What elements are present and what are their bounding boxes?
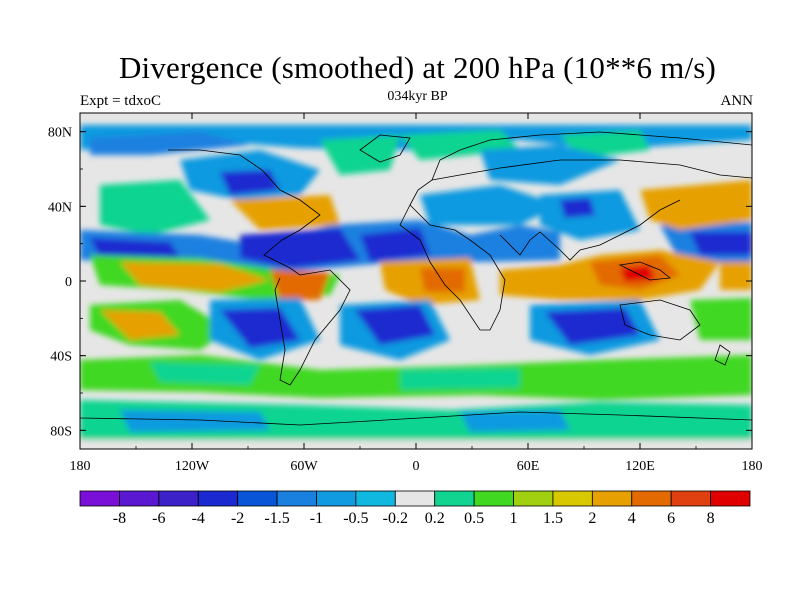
colorbar-label: -2 [231, 510, 244, 527]
period-label: 034kyr BP [387, 89, 448, 104]
y-tick-label: 40S [50, 350, 72, 365]
colorbar-label: 0.2 [425, 510, 445, 527]
colorbar-box [473, 490, 514, 507]
y-tick-label: 40N [48, 200, 72, 215]
contour-fills [80, 125, 752, 449]
axes: 80N 40N 0 40S 80S 180 120W 60W 0 60E 120E 180 [48, 113, 763, 474]
x-tick-label: 0 [413, 459, 420, 474]
colorbar-box [552, 490, 593, 507]
x-tick-label: 60E [517, 459, 540, 474]
colorbar-label: -0.2 [383, 510, 408, 527]
colorbar: -8 -6 -4 -2 -1.5 -1 -0.5 -0.2 0.2 0.5 1 1.5 2 4 6 8 [79, 490, 751, 527]
colorbar-label: -0.5 [343, 510, 368, 527]
x-tick-label: 180 [70, 459, 91, 474]
colorbar-box [631, 490, 672, 507]
colorbar-label: 0.5 [464, 510, 484, 527]
y-tick-label: 80N [48, 126, 72, 141]
experiment-label: Expt = tdxoC [80, 93, 161, 109]
x-tick-label: 180 [742, 459, 763, 474]
colorbar-box [591, 490, 633, 507]
colorbar-box [276, 490, 317, 507]
colorbar-label: 6 [667, 510, 675, 527]
map-field [80, 113, 752, 449]
colorbar-label: -6 [152, 510, 165, 527]
colorbar-label: 4 [628, 510, 636, 527]
colorbar-label: 2 [588, 510, 596, 527]
colorbar-box [513, 490, 554, 507]
colorbar-label: 1 [510, 510, 518, 527]
colorbar-box [394, 490, 436, 507]
colorbar-box [355, 490, 396, 507]
colorbar-label: -1.5 [264, 510, 289, 527]
colorbar-box [197, 490, 239, 507]
y-tick-label: 80S [50, 424, 72, 439]
colorbar-box [158, 490, 199, 507]
colorbar-label: -4 [192, 510, 205, 527]
colorbar-box [119, 490, 160, 507]
colorbar-label: -1 [310, 510, 323, 527]
colorbar-box [670, 490, 711, 507]
colorbar-box [434, 490, 475, 507]
map-title: Divergence (smoothed) at 200 hPa (10**6 … [118, 50, 717, 85]
coastlines [80, 131, 752, 426]
colorbar-box [710, 490, 751, 507]
colorbar-box [316, 490, 357, 507]
x-tick-label: 120E [625, 459, 655, 474]
colorbar-label: 1.5 [543, 510, 563, 527]
colorbar-label: -8 [113, 510, 126, 527]
colorbar-box [79, 490, 120, 507]
season-label: ANN [720, 93, 754, 109]
x-tick-label: 60W [290, 459, 318, 474]
colorbar-box [237, 490, 278, 507]
colorbar-label: 8 [707, 510, 715, 527]
x-tick-label: 120W [175, 459, 210, 474]
y-tick-label: 0 [65, 275, 72, 290]
